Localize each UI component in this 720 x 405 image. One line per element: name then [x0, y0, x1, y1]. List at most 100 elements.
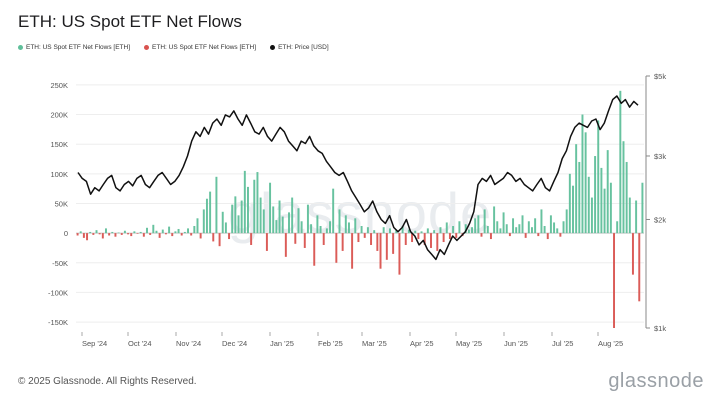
flow-bar: [174, 231, 177, 234]
flow-bar: [622, 141, 625, 234]
flow-bar: [205, 198, 208, 234]
flow-bar: [496, 221, 499, 234]
flow-bar: [322, 233, 325, 245]
x-tick-label: Jun '25: [504, 339, 528, 348]
flow-bar: [89, 231, 92, 234]
flow-bar: [306, 204, 309, 234]
flow-bar: [133, 231, 136, 234]
flow-bar: [395, 230, 398, 234]
flow-bar: [518, 224, 521, 234]
x-tick-label: Jul '25: [552, 339, 573, 348]
y-left-tick-label: -150K: [48, 318, 68, 327]
y-right-tick-label: $3k: [654, 152, 666, 161]
flow-bar: [537, 233, 540, 237]
legend-item-positive-flows[interactable]: ETH: US Spot ETF Net Flows [ETH]: [18, 44, 130, 51]
flow-bar: [347, 222, 350, 234]
flow-bar: [578, 161, 581, 234]
flow-bar: [86, 233, 89, 241]
flow-bar: [288, 212, 290, 234]
flow-bar: [455, 233, 458, 238]
flow-bar: [303, 233, 306, 248]
flow-bar: [237, 215, 240, 234]
legend-dot-icon: [18, 45, 23, 50]
flow-bar: [534, 218, 537, 234]
flow-bar: [101, 233, 104, 239]
flow-bar: [139, 231, 142, 234]
flow-bar: [218, 233, 221, 247]
flow-bar: [568, 173, 571, 234]
x-tick-label: Mar '25: [362, 339, 387, 348]
y-left-tick-label: -50K: [52, 259, 68, 268]
flow-bar: [221, 211, 224, 234]
flow-bar: [98, 233, 101, 235]
legend-item-price[interactable]: ETH: Price [USD]: [270, 44, 329, 51]
flow-bar: [177, 228, 180, 234]
flow-bar: [471, 227, 474, 234]
flow-bar: [155, 230, 158, 234]
flow-bar: [433, 230, 436, 234]
flow-bar: [269, 182, 272, 234]
flow-bar: [641, 182, 644, 234]
legend-label: ETH: US Spot ETF Net Flows [ETH]: [26, 44, 131, 51]
flow-bar: [357, 233, 360, 243]
flow-bar: [329, 221, 332, 234]
flow-bar: [420, 231, 423, 234]
flow-bar: [335, 233, 338, 263]
x-tick-label: Oct '24: [128, 339, 152, 348]
flow-bar: [635, 200, 638, 234]
flow-bar: [111, 231, 114, 234]
flow-bar: [417, 233, 420, 240]
flow-bar: [521, 215, 524, 234]
flow-bar: [319, 226, 322, 234]
flow-bar: [310, 224, 313, 234]
x-tick-label: Sep '24: [82, 339, 107, 348]
legend-dot-icon: [144, 45, 150, 50]
flow-bar: [414, 230, 417, 234]
flow-bar: [234, 196, 237, 234]
flow-bar: [272, 206, 275, 234]
flow-bar: [530, 227, 533, 234]
flow-bar: [401, 226, 404, 234]
flow-bar: [486, 226, 489, 234]
y-left-tick-label: 150K: [50, 140, 68, 149]
x-tick-label: Nov '24: [176, 339, 201, 348]
y-left-tick-label: 100K: [50, 170, 68, 179]
flow-bar: [278, 200, 281, 234]
flow-bar: [524, 233, 527, 238]
flow-bar: [180, 233, 183, 236]
x-tick-label: Aug '25: [598, 339, 623, 348]
flow-bar: [483, 209, 486, 234]
flow-bar: [575, 144, 578, 234]
price-line: [77, 95, 639, 261]
page-title: ETH: US Spot ETF Net Flows: [18, 12, 242, 31]
flow-bar: [540, 209, 543, 234]
legend-dot-icon: [270, 45, 276, 50]
flow-bar: [82, 233, 85, 238]
flow-bar: [130, 233, 133, 237]
flow-bar: [590, 197, 593, 234]
flow-bar: [76, 233, 79, 236]
flow-bar: [171, 233, 174, 237]
legend-label: ETH: US Spot ETF Net Flows [ETH]: [152, 44, 257, 51]
flow-bar: [117, 232, 120, 234]
flow-bar: [448, 233, 451, 240]
flow-bar: [512, 218, 515, 234]
flow-bar: [430, 233, 432, 248]
flow-bar: [426, 228, 429, 234]
flow-bar: [376, 233, 379, 251]
flow-bar: [628, 197, 631, 234]
flow-bar: [508, 233, 511, 237]
flow-bar: [92, 233, 95, 235]
flow-bar: [549, 215, 552, 234]
flow-bar: [199, 233, 202, 239]
flow-bar: [354, 218, 357, 234]
flow-bar: [300, 221, 303, 234]
flow-bar: [493, 206, 496, 234]
brand-logo: glassnode: [608, 370, 704, 392]
flow-bar: [382, 227, 385, 234]
flow-bar: [259, 197, 262, 234]
legend-item-negative-flows[interactable]: ETH: US Spot ETF Net Flows [ETH]: [144, 44, 256, 51]
flow-bar: [565, 209, 568, 234]
flow-bar: [209, 191, 212, 234]
